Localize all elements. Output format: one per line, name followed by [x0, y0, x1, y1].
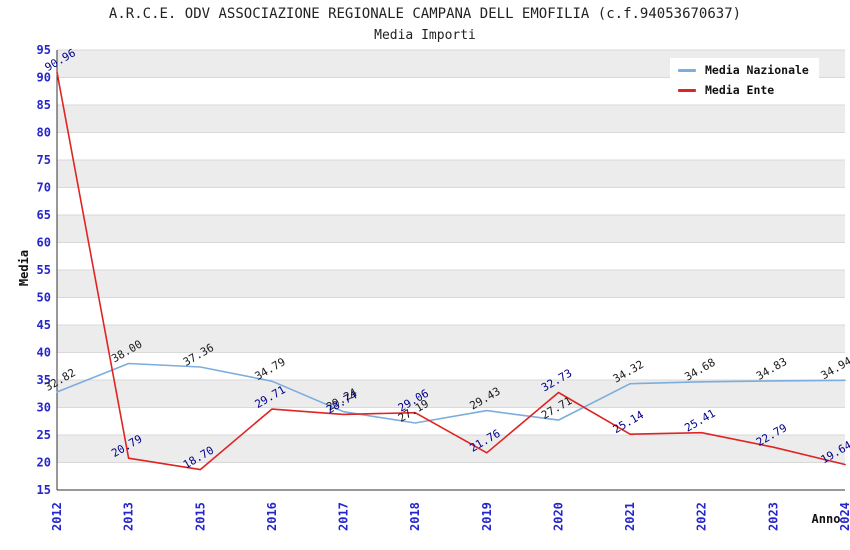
- y-axis-label: Media: [17, 250, 31, 286]
- y-axis-tick-label: 95: [37, 43, 51, 57]
- data-label: 34.68: [682, 356, 717, 384]
- y-axis-tick-label: 80: [37, 126, 51, 140]
- chart-title: A.R.C.E. ODV ASSOCIAZIONE REGIONALE CAMP…: [108, 6, 742, 22]
- legend-label: Media Nazionale: [705, 63, 809, 77]
- x-axis-tick-label: 2016: [265, 502, 279, 531]
- data-label: 34.94: [819, 354, 850, 382]
- media-nazionale-line: [56, 362, 846, 424]
- x-axis-tick-label: 2020: [551, 502, 565, 531]
- x-axis-tick-label: 2021: [623, 502, 637, 531]
- y-axis-tick-label: 40: [37, 346, 51, 360]
- grid-band: [57, 105, 845, 133]
- y-axis-tick-label: 35: [37, 373, 51, 387]
- x-axis-tick-label: 2018: [408, 502, 422, 531]
- grid-band: [57, 270, 845, 298]
- x-axis-tick-label: 2023: [766, 502, 780, 531]
- y-axis-tick-label: 50: [37, 291, 51, 305]
- data-label: 25.41: [682, 407, 717, 435]
- media-ente-line-swatch: [678, 88, 696, 92]
- grid-band: [57, 325, 845, 353]
- media-ente-line: [56, 71, 846, 471]
- legend: Media Nazionale Media Ente: [670, 58, 819, 104]
- y-axis-tick-label: 70: [37, 181, 51, 195]
- x-axis-tick-label: 2019: [480, 502, 494, 531]
- y-axis-tick-label: 25: [37, 428, 51, 442]
- grid-band: [57, 160, 845, 188]
- legend-item-media-nazionale: Media Nazionale: [678, 63, 809, 77]
- y-axis-tick-label: 15: [37, 483, 51, 497]
- x-axis-tick-label: 2024: [838, 502, 850, 531]
- y-axis-tick-label: 65: [37, 208, 51, 222]
- chart-subtitle: Media Importi: [374, 28, 476, 43]
- x-axis-tick-label: 2013: [122, 502, 136, 531]
- y-axis-tick-label: 60: [37, 236, 51, 250]
- x-axis-tick-label: 2017: [337, 502, 351, 531]
- x-axis-tick-label: 2022: [695, 502, 709, 531]
- y-axis-tick-label: 20: [37, 456, 51, 470]
- data-label: 25.14: [611, 408, 647, 436]
- legend-label: Media Ente: [705, 83, 775, 97]
- grid-band: [57, 435, 845, 463]
- data-label: 34.83: [754, 355, 789, 383]
- y-axis-tick-label: 75: [37, 153, 51, 167]
- media-nazionale-line-swatch: [678, 68, 696, 72]
- y-axis-tick-label: 90: [37, 71, 51, 85]
- y-axis-tick-label: 30: [37, 401, 51, 415]
- grid-band: [57, 215, 845, 243]
- x-axis-tick-label: 2015: [193, 502, 207, 531]
- y-axis-tick-label: 55: [37, 263, 51, 277]
- x-axis-tick-label: 2012: [50, 502, 64, 531]
- grid-band: [57, 380, 845, 408]
- y-axis-tick-label: 85: [37, 98, 51, 112]
- x-axis-label: Anno: [812, 512, 841, 526]
- data-label: 34.79: [253, 355, 288, 383]
- legend-item-media-ente: Media Ente: [678, 83, 809, 97]
- y-axis-tick-label: 45: [37, 318, 51, 332]
